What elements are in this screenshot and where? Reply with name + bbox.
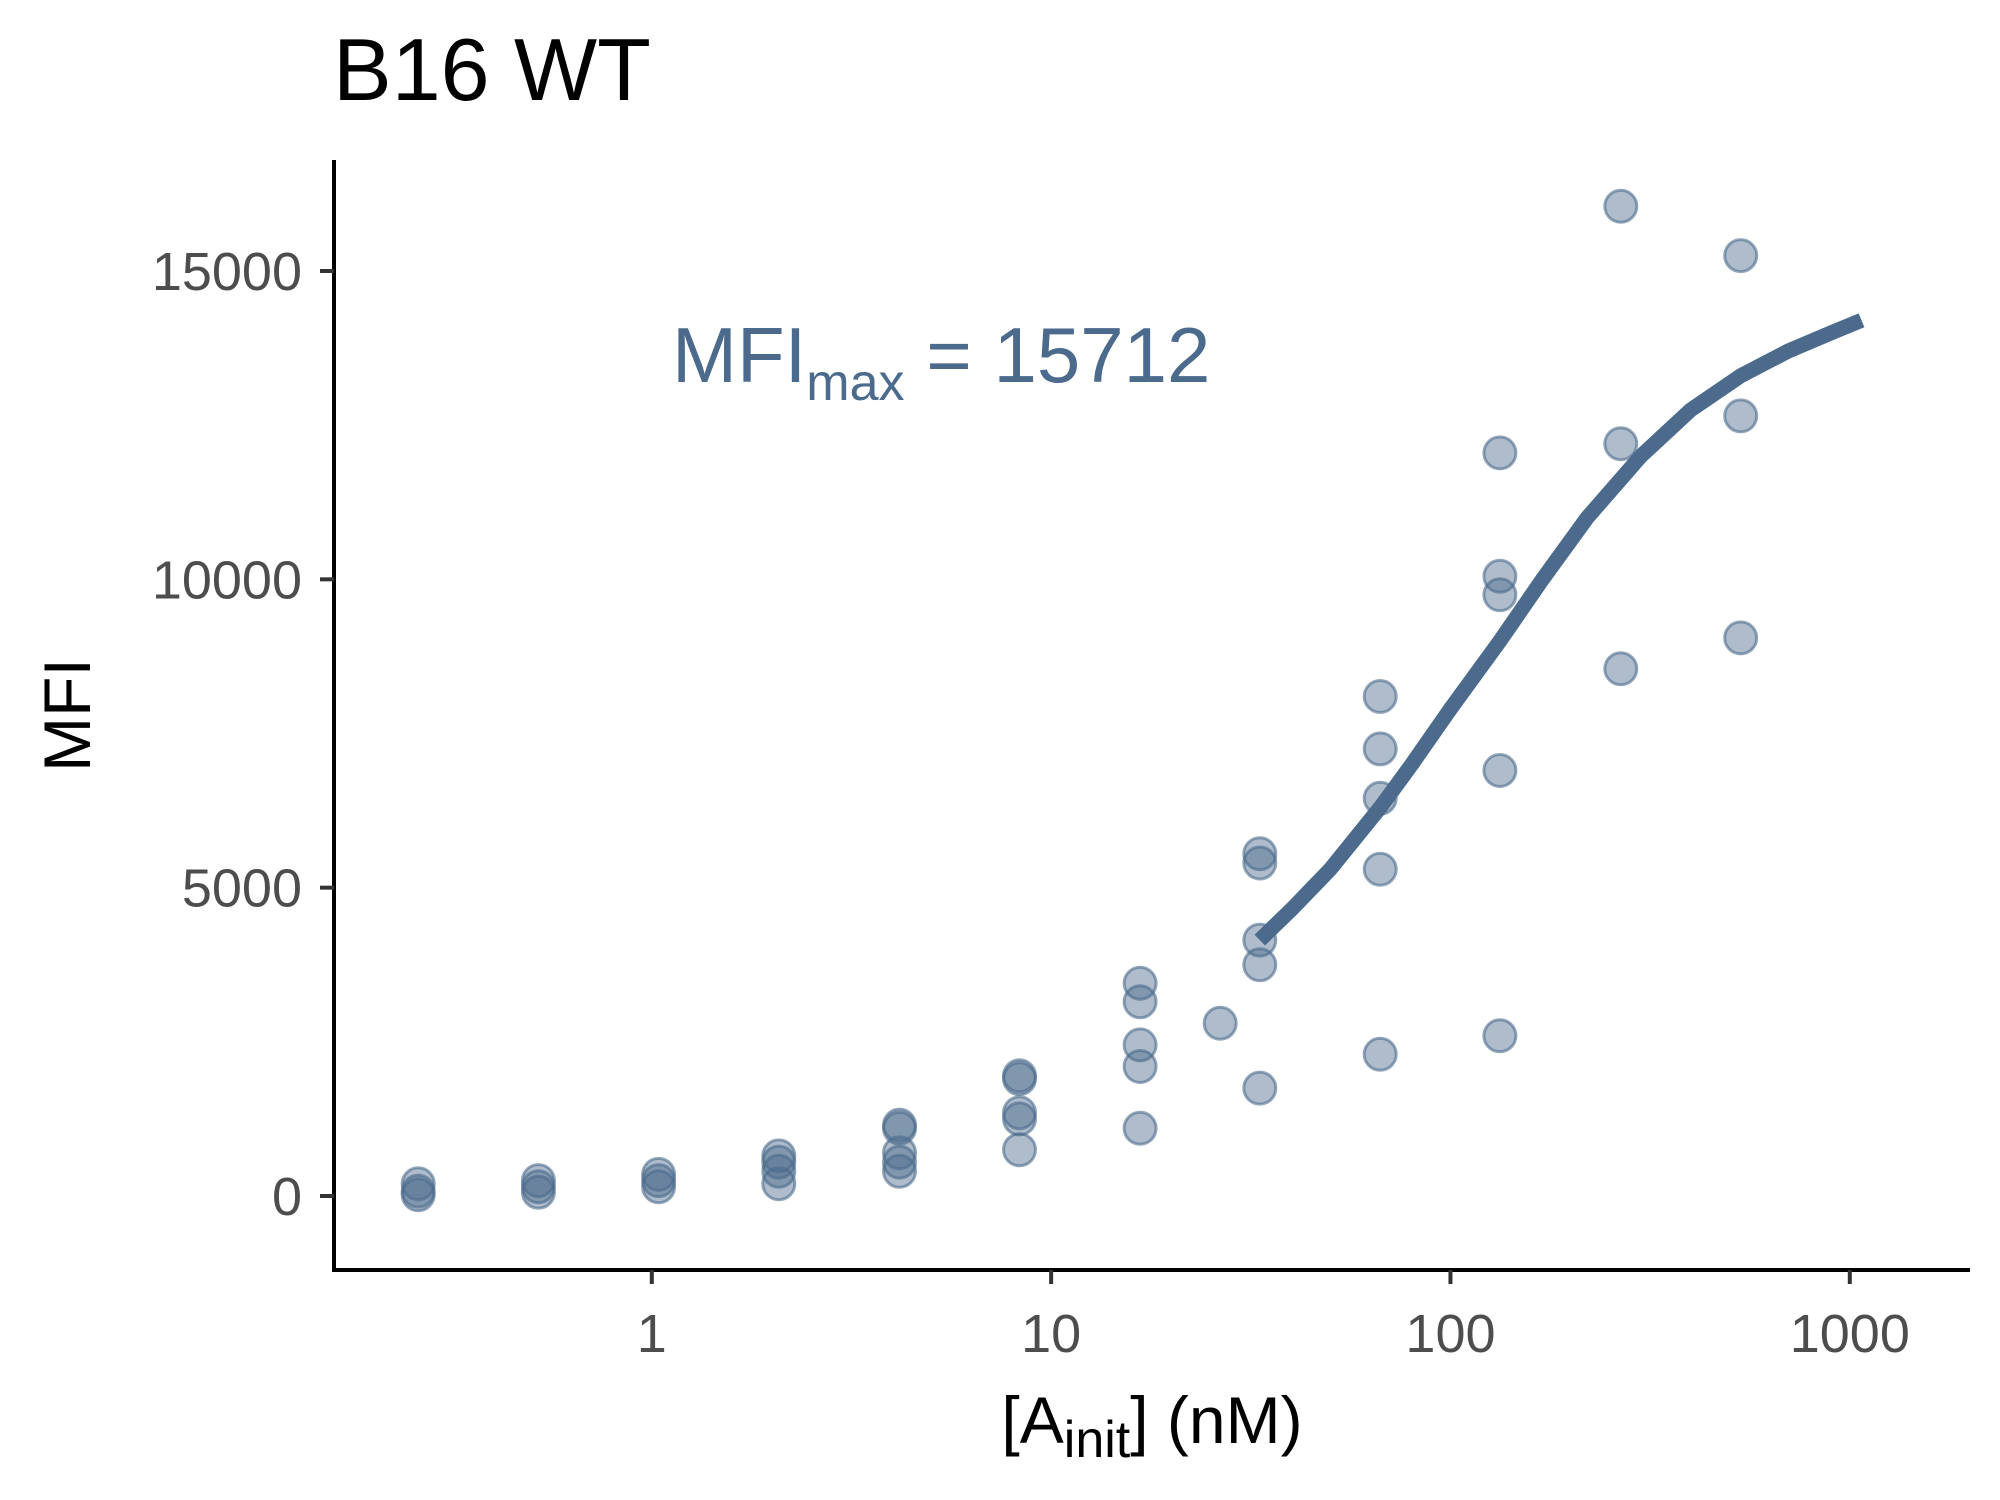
data-point <box>1362 731 1398 767</box>
data-point <box>1362 1036 1398 1072</box>
data-point <box>882 1135 917 1171</box>
data-point <box>1242 845 1278 881</box>
data-point <box>882 1110 917 1146</box>
data-marks <box>400 188 1865 1213</box>
data-point <box>1482 558 1518 594</box>
data-point <box>1603 188 1639 224</box>
annotation-value: = 15712 <box>905 311 1211 399</box>
y-tick-label: 5000 <box>182 859 302 919</box>
data-point <box>1002 1132 1037 1168</box>
data-point <box>761 1153 797 1189</box>
data-point <box>1482 753 1518 788</box>
data-point <box>1242 836 1278 872</box>
data-point <box>1122 1049 1158 1084</box>
data-point <box>882 1153 917 1189</box>
data-point <box>1482 435 1518 471</box>
data-point <box>1603 426 1639 462</box>
y-tick-label: 15000 <box>152 242 302 302</box>
x-tick-label: 100 <box>1405 1304 1495 1364</box>
data-point <box>1603 651 1639 687</box>
x-tick-label: 10 <box>1021 1304 1081 1364</box>
mfi-max-annotation: MFImax = 15712 <box>672 311 1210 412</box>
data-point <box>761 1166 797 1202</box>
data-point <box>1122 984 1158 1020</box>
data-point <box>1723 238 1759 274</box>
data-point <box>1122 965 1158 1001</box>
data-point <box>1723 620 1759 656</box>
fit-curve <box>1254 313 1865 946</box>
data-point <box>1202 1005 1238 1041</box>
y-axis-title: MFI <box>30 658 104 772</box>
data-point <box>1242 1070 1278 1106</box>
data-point <box>1482 577 1518 613</box>
annotation-main: MFI <box>672 311 806 399</box>
x-axis-ticks: 1 10 100 1000 <box>637 1270 1910 1364</box>
data-point <box>1362 679 1398 714</box>
data-point <box>1242 947 1278 983</box>
x-axis-title-main: [A <box>1001 1383 1063 1457</box>
data-point <box>1723 398 1759 434</box>
x-axis-title: [Ainit] (nM) <box>1001 1383 1302 1469</box>
data-point <box>882 1144 917 1180</box>
data-point <box>1122 1110 1158 1146</box>
y-tick-label: 10000 <box>152 550 302 610</box>
chart-title: B16 WT <box>333 20 651 119</box>
x-tick-label: 1 <box>637 1304 667 1364</box>
data-point <box>1482 1018 1518 1054</box>
data-point <box>400 1177 436 1213</box>
x-axis-title-end: ] (nM) <box>1130 1383 1302 1457</box>
data-point <box>1362 851 1398 887</box>
x-axis-title-subscript: init <box>1064 1411 1131 1469</box>
annotation-subscript: max <box>806 354 904 412</box>
x-tick-label: 1000 <box>1790 1304 1910 1364</box>
data-point <box>641 1169 677 1205</box>
data-point <box>520 1174 556 1210</box>
y-tick-label: 0 <box>272 1167 302 1227</box>
data-point <box>1002 1101 1037 1137</box>
data-point <box>1002 1061 1037 1097</box>
y-axis-ticks: 0 5000 10000 15000 <box>152 242 334 1227</box>
